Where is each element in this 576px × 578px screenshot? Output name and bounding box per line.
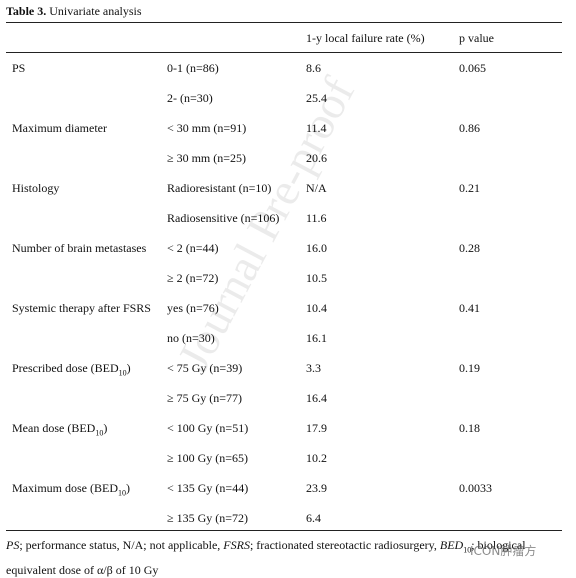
- footnote: PS; performance status, N/A; not applica…: [6, 535, 546, 578]
- footnote-segment: ; performance status, N/A; not applicabl…: [19, 538, 224, 552]
- top-rule: [6, 22, 562, 23]
- rate-value: 23.9: [306, 481, 327, 495]
- level-label: Radiosensitive (n=106): [167, 211, 280, 225]
- level-label: < 2 (n=44): [167, 241, 219, 255]
- level-label: < 135 Gy (n=44): [167, 481, 249, 495]
- variable-text: Systemic therapy after FSRS: [12, 301, 151, 315]
- rate-value: 16.4: [306, 391, 327, 405]
- row-variable: Mean dose (BED10): [12, 421, 107, 440]
- level-label: < 100 Gy (n=51): [167, 421, 249, 435]
- variable-text: Prescribed dose (BED: [12, 361, 119, 375]
- rate-value: 25.4: [306, 91, 327, 105]
- row-variable: Histology: [12, 181, 59, 195]
- level-label: yes (n=76): [167, 301, 219, 315]
- variable-subscript: 10: [118, 488, 126, 498]
- p-value: 0.28: [459, 241, 480, 255]
- rate-value: 8.6: [306, 61, 321, 75]
- rate-value: 3.3: [306, 361, 321, 375]
- level-label: no (n=30): [167, 331, 215, 345]
- variable-text: Number of brain metastases: [12, 241, 147, 255]
- rate-value: 10.4: [306, 301, 327, 315]
- level-label: ≥ 135 Gy (n=72): [167, 511, 249, 525]
- row-variable: Maximum dose (BED10): [12, 481, 130, 500]
- footnote-segment: BED: [439, 538, 464, 552]
- footnote-segment: ; fractionated stereotactic radiosurgery…: [249, 538, 440, 552]
- variable-end: ): [126, 361, 131, 375]
- level-label: ≥ 2 (n=72): [167, 271, 219, 285]
- p-value: 0.19: [459, 361, 480, 375]
- bottom-rule: [6, 530, 562, 531]
- row-variable: Maximum diameter: [12, 121, 107, 135]
- rate-value: 10.2: [306, 451, 327, 465]
- variable-subscript: 10: [95, 428, 104, 438]
- row-variable: Number of brain metastases: [12, 238, 152, 258]
- table-caption: Univariate analysis: [49, 4, 142, 18]
- footnote-segment: 10: [463, 545, 472, 555]
- p-value: 0.86: [459, 121, 480, 135]
- level-label: ≥ 75 Gy (n=77): [167, 391, 243, 405]
- level-label: ≥ 100 Gy (n=65): [167, 451, 249, 465]
- table-title: Table 3. Univariate analysis: [6, 4, 142, 18]
- table-label: Table 3.: [6, 4, 47, 18]
- row-variable: Prescribed dose (BED10): [12, 361, 131, 380]
- level-label: 2- (n=30): [167, 91, 213, 105]
- p-value: 0.21: [459, 181, 480, 195]
- rate-value: 6.4: [306, 511, 321, 525]
- variable-end: ): [126, 481, 130, 495]
- p-value: 0.065: [459, 61, 486, 75]
- column-header: 1-y local failure rate (%): [306, 31, 425, 45]
- column-header: p value: [459, 31, 494, 45]
- variable-text: Mean dose (BED: [12, 421, 96, 435]
- level-label: ≥ 30 mm (n=25): [167, 151, 247, 165]
- variable-text: PS: [12, 61, 26, 75]
- rate-value: 10.5: [306, 271, 327, 285]
- rate-value: 16.0: [306, 241, 327, 255]
- variable-end: ): [103, 421, 108, 435]
- row-variable: PS: [12, 61, 25, 75]
- level-label: < 75 Gy (n=39): [167, 361, 243, 375]
- variable-text: Maximum diameter: [12, 121, 107, 135]
- rate-value: 17.9: [306, 421, 327, 435]
- level-label: 0-1 (n=86): [167, 61, 219, 75]
- p-value: 0.41: [459, 301, 480, 315]
- variable-text: Histology: [12, 181, 60, 195]
- variable-subscript: 10: [118, 368, 127, 378]
- rate-value: 20.6: [306, 151, 327, 165]
- variable-text: Maximum dose (BED: [12, 481, 118, 495]
- p-value: 0.18: [459, 421, 480, 435]
- row-variable: Systemic therapy after FSRS: [12, 298, 152, 318]
- rate-value: 16.1: [306, 331, 327, 345]
- header-rule: [6, 52, 562, 53]
- p-value: 0.0033: [459, 481, 492, 495]
- footnote-segment: FSRS: [223, 538, 250, 552]
- footnote-segment: PS: [6, 538, 20, 552]
- level-label: Radioresistant (n=10): [167, 181, 272, 195]
- level-label: < 30 mm (n=91): [167, 121, 247, 135]
- rate-value: 11.4: [306, 121, 327, 135]
- rate-value: 11.6: [306, 211, 327, 225]
- footnote-segment: ; biological equivalent dose of α/β of 1…: [6, 538, 526, 578]
- rate-value: N/A: [306, 181, 327, 195]
- logo-watermark: ICON肿瘤方: [470, 544, 537, 558]
